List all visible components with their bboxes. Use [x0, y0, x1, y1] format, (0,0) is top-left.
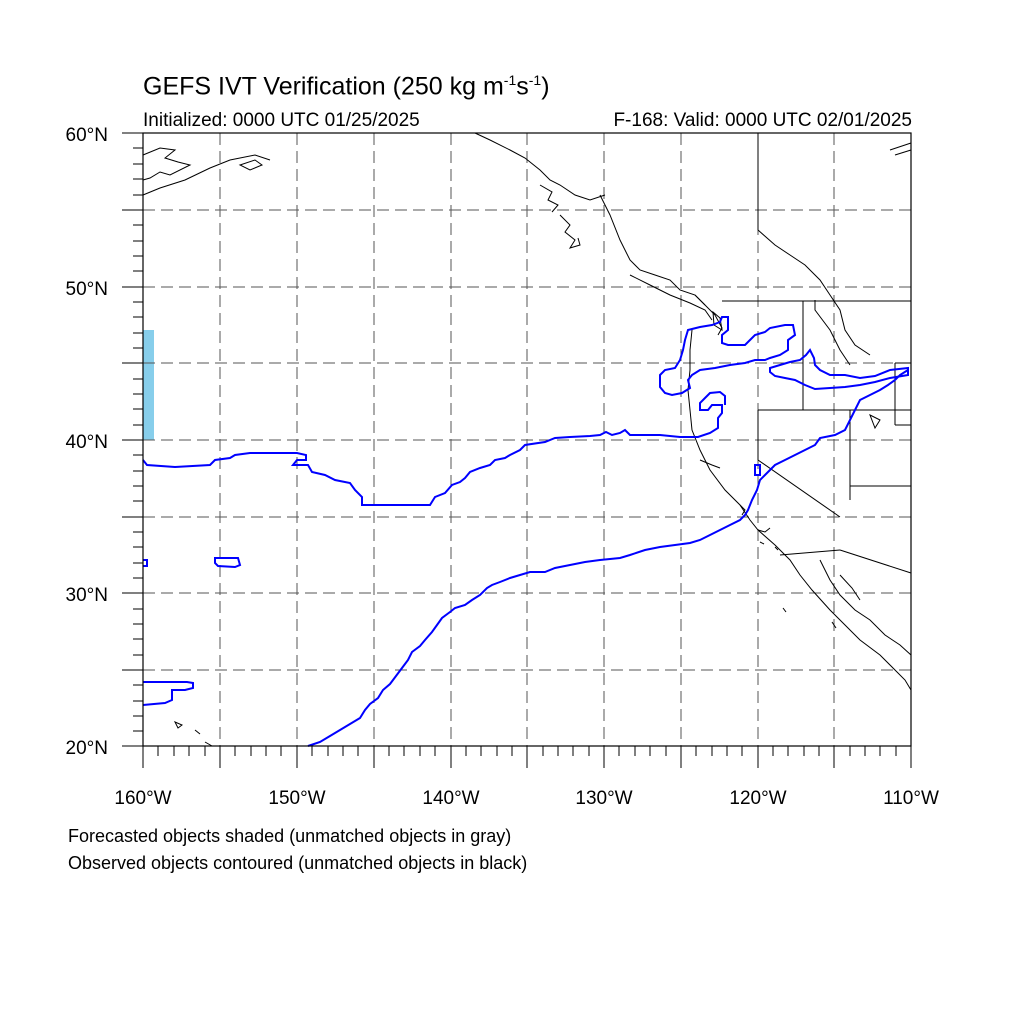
observed-ar-object	[142, 390, 726, 506]
lat-label-40: 40°N	[66, 432, 108, 453]
lon-label-120: 120°W	[729, 788, 786, 809]
lon-label-110: 110°W	[883, 788, 939, 809]
caption-forecast: Forecasted objects shaded (unmatched obj…	[68, 826, 512, 846]
lat-label-30: 30°N	[66, 585, 108, 606]
lat-ticks	[122, 132, 143, 747]
coastlines	[142, 132, 912, 747]
lon-label-150: 150°W	[268, 788, 325, 809]
lat-label-50: 50°N	[66, 279, 108, 300]
graticule	[143, 133, 911, 746]
observed-objects	[142, 316, 909, 747]
lat-label-60: 60°N	[66, 125, 108, 146]
init-time-label: Initialized: 0000 UTC 01/25/2025	[143, 110, 420, 131]
lon-label-140: 140°W	[422, 788, 479, 809]
lon-label-130: 130°W	[575, 788, 632, 809]
lon-label-160: 160°W	[114, 788, 171, 809]
caption-observed: Observed objects contoured (unmatched ob…	[68, 853, 528, 873]
valid-time-label: F-168: Valid: 0000 UTC 02/01/2025	[613, 110, 912, 131]
state-borders	[722, 300, 912, 574]
lat-label-20: 20°N	[66, 738, 108, 759]
map-title: GEFS IVT Verification (250 kg m-1s-1)	[143, 72, 550, 101]
lon-ticks	[142, 746, 912, 768]
forecast-object-shaded	[143, 330, 154, 440]
